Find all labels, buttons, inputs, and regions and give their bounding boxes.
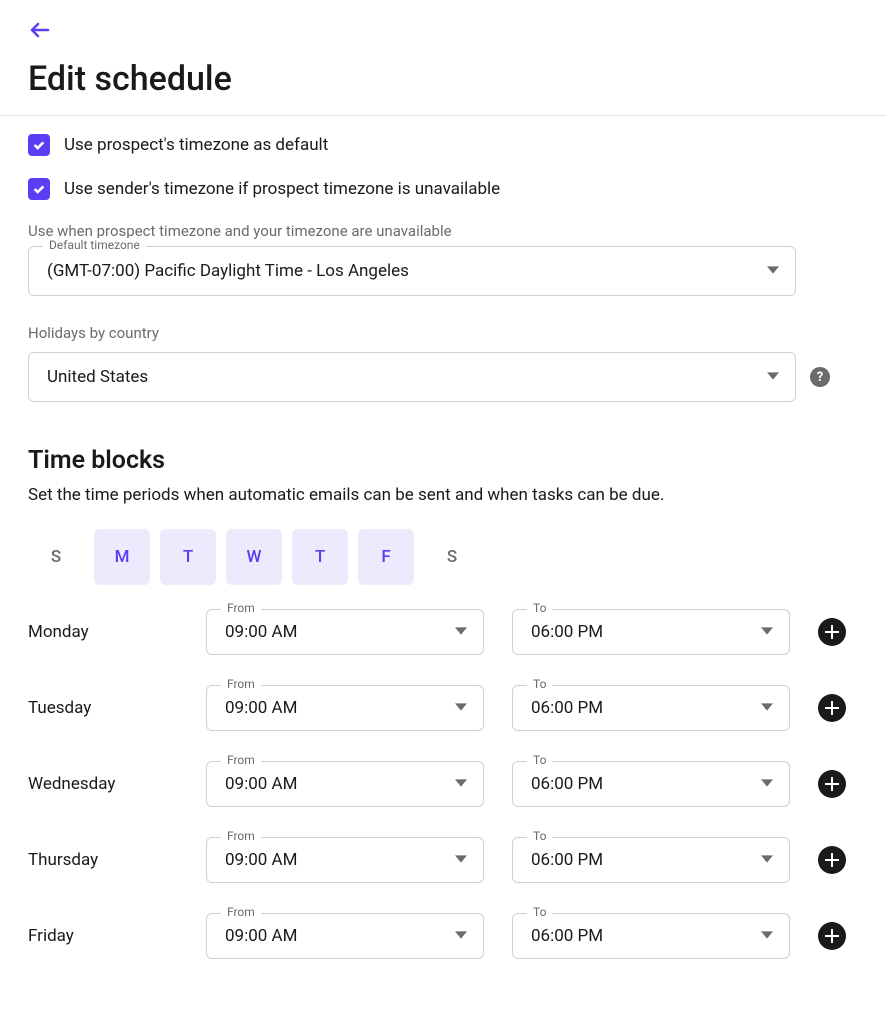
checkbox-sender-timezone-row: Use sender's timezone if prospect timezo…	[28, 178, 858, 200]
from-time-select[interactable]: From09:00 AM	[206, 609, 484, 655]
time-blocks-title: Time blocks	[28, 446, 858, 475]
time-row-tuesday: Tuesday From09:00 AM To06:00 PM	[28, 685, 858, 731]
checkbox-sender-timezone[interactable]	[28, 178, 50, 200]
back-button[interactable]	[28, 16, 58, 49]
check-icon	[32, 138, 46, 152]
day-toggle-0[interactable]: S	[28, 529, 84, 585]
page-title: Edit schedule	[28, 59, 858, 99]
from-label: From	[221, 753, 261, 767]
chevron-down-icon	[455, 774, 467, 794]
from-time-value: 09:00 AM	[225, 698, 297, 718]
from-label: From	[221, 905, 261, 919]
time-row-friday: Friday From09:00 AM To06:00 PM	[28, 913, 858, 959]
add-time-block-button[interactable]	[818, 694, 846, 722]
chevron-down-icon	[455, 850, 467, 870]
from-time-value: 09:00 AM	[225, 774, 297, 794]
chevron-down-icon	[455, 698, 467, 718]
to-time-select[interactable]: To06:00 PM	[512, 913, 790, 959]
day-toggle-2[interactable]: T	[160, 529, 216, 585]
add-time-block-button[interactable]	[818, 618, 846, 646]
holidays-select[interactable]: United States	[28, 352, 796, 402]
to-time-select[interactable]: To06:00 PM	[512, 609, 790, 655]
default-timezone-float-label: Default timezone	[43, 238, 146, 252]
day-toggle-1[interactable]: M	[94, 529, 150, 585]
chevron-down-icon	[455, 926, 467, 946]
add-time-block-button[interactable]	[818, 846, 846, 874]
day-toggle-3[interactable]: W	[226, 529, 282, 585]
add-time-block-button[interactable]	[818, 922, 846, 950]
to-label: To	[527, 905, 552, 919]
default-timezone-select[interactable]: Default timezone (GMT-07:00) Pacific Day…	[28, 246, 796, 296]
day-toggle-6[interactable]: S	[424, 529, 480, 585]
from-label: From	[221, 601, 261, 615]
divider	[0, 115, 886, 116]
time-row-monday: Monday From09:00 AM To06:00 PM	[28, 609, 858, 655]
checkbox-prospect-timezone-label: Use prospect's timezone as default	[64, 135, 328, 155]
to-label: To	[527, 601, 552, 615]
chevron-down-icon	[761, 850, 773, 870]
chevron-down-icon	[455, 622, 467, 642]
from-time-value: 09:00 AM	[225, 622, 297, 642]
from-time-select[interactable]: From09:00 AM	[206, 913, 484, 959]
day-name: Thursday	[28, 850, 178, 870]
to-time-value: 06:00 PM	[531, 622, 603, 642]
chevron-down-icon	[761, 698, 773, 718]
to-time-value: 06:00 PM	[531, 850, 603, 870]
default-timezone-helper: Use when prospect timezone and your time…	[28, 222, 858, 240]
holidays-value: United States	[47, 367, 148, 387]
to-time-value: 06:00 PM	[531, 774, 603, 794]
to-time-select[interactable]: To06:00 PM	[512, 685, 790, 731]
checkbox-prospect-timezone-row: Use prospect's timezone as default	[28, 134, 858, 156]
time-blocks-description: Set the time periods when automatic emai…	[28, 485, 858, 505]
holidays-label: Holidays by country	[28, 324, 858, 342]
checkbox-prospect-timezone[interactable]	[28, 134, 50, 156]
day-name: Wednesday	[28, 774, 178, 794]
from-label: From	[221, 677, 261, 691]
from-time-select[interactable]: From09:00 AM	[206, 761, 484, 807]
day-toggles: SMTWTFS	[28, 529, 858, 585]
chevron-down-icon	[761, 774, 773, 794]
to-time-select[interactable]: To06:00 PM	[512, 761, 790, 807]
chevron-down-icon	[761, 926, 773, 946]
help-icon[interactable]: ?	[810, 367, 830, 387]
time-row-wednesday: Wednesday From09:00 AM To06:00 PM	[28, 761, 858, 807]
from-time-value: 09:00 AM	[225, 926, 297, 946]
to-label: To	[527, 829, 552, 843]
check-icon	[32, 182, 46, 196]
to-label: To	[527, 753, 552, 767]
chevron-down-icon	[761, 622, 773, 642]
from-time-select[interactable]: From09:00 AM	[206, 837, 484, 883]
from-label: From	[221, 829, 261, 843]
day-name: Tuesday	[28, 698, 178, 718]
day-name: Monday	[28, 622, 178, 642]
to-time-value: 06:00 PM	[531, 698, 603, 718]
add-time-block-button[interactable]	[818, 770, 846, 798]
to-time-select[interactable]: To06:00 PM	[512, 837, 790, 883]
day-toggle-4[interactable]: T	[292, 529, 348, 585]
checkbox-sender-timezone-label: Use sender's timezone if prospect timezo…	[64, 179, 500, 199]
default-timezone-value: (GMT-07:00) Pacific Daylight Time - Los …	[47, 261, 409, 281]
day-toggle-5[interactable]: F	[358, 529, 414, 585]
day-name: Friday	[28, 926, 178, 946]
to-time-value: 06:00 PM	[531, 926, 603, 946]
from-time-select[interactable]: From09:00 AM	[206, 685, 484, 731]
to-label: To	[527, 677, 552, 691]
from-time-value: 09:00 AM	[225, 850, 297, 870]
chevron-down-icon	[767, 261, 779, 281]
time-row-thursday: Thursday From09:00 AM To06:00 PM	[28, 837, 858, 883]
chevron-down-icon	[767, 367, 779, 387]
